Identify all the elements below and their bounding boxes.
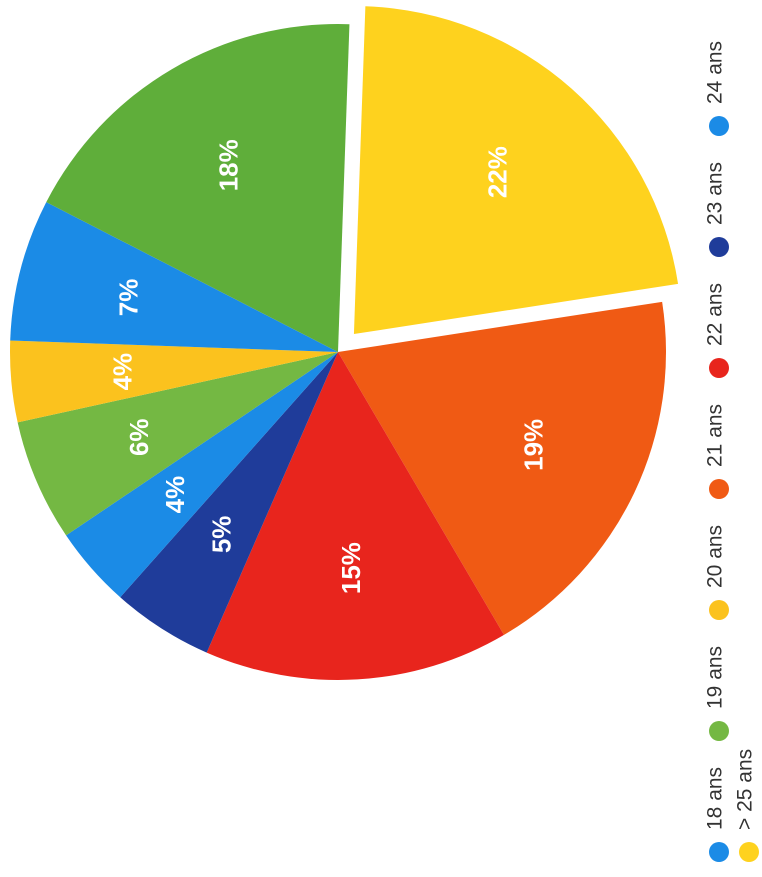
- legend-label-3: 21 ans: [704, 404, 727, 467]
- legend-item-5: 23 ans: [704, 162, 729, 257]
- legend-item-7: > 25 ans: [734, 749, 759, 862]
- legend-label-0: 18 ans: [704, 767, 727, 830]
- pie-slice-8: [46, 23, 350, 352]
- pie: 22%19%15%5%4%6%4%7%18%: [9, 6, 679, 680]
- legend-swatch-3: [709, 479, 729, 499]
- legend-item-1: 19 ans: [704, 646, 729, 741]
- legend-label-7: > 25 ans: [734, 749, 757, 830]
- legend-swatch-1: [709, 721, 729, 741]
- legend-swatch-7: [739, 842, 759, 862]
- legend-label-1: 19 ans: [704, 646, 727, 709]
- legend-label-2: 20 ans: [704, 525, 727, 588]
- slice-label-1: 19%: [519, 419, 549, 471]
- legend: 18 ans 19 ans 20 ans 21 ans 22 ans 23 ans 24 a…: [704, 41, 759, 862]
- legend-swatch-2: [709, 600, 729, 620]
- slice-label-4: 4%: [160, 476, 190, 514]
- slice-label-7: 7%: [114, 279, 144, 317]
- pie-slice-2: [206, 352, 504, 680]
- pie-slice-4: [66, 352, 338, 598]
- legend-item-4: 22 ans: [704, 283, 729, 378]
- legend-swatch-4: [709, 358, 729, 378]
- pie-slice-3: [120, 352, 338, 653]
- slice-label-6: 4%: [107, 353, 137, 391]
- legend-swatch-6: [709, 116, 729, 136]
- legend-label-5: 23 ans: [704, 162, 727, 225]
- slice-label-0: 22%: [483, 146, 513, 198]
- legend-item-6: 24 ans: [704, 41, 729, 136]
- pie-slice-1: [338, 301, 666, 635]
- pie-slice-6: [9, 340, 338, 423]
- slice-label-5: 6%: [124, 418, 154, 456]
- slice-label-8: 18%: [213, 139, 243, 191]
- legend-swatch-5: [709, 237, 729, 257]
- legend-label-6: 24 ans: [704, 41, 727, 104]
- pie-slice-0: [353, 6, 679, 335]
- legend-item-0: 18 ans: [704, 767, 729, 862]
- slice-label-2: 15%: [336, 542, 366, 594]
- legend-item-2: 20 ans: [704, 525, 729, 620]
- legend-label-4: 22 ans: [704, 283, 727, 346]
- legend-item-3: 21 ans: [704, 404, 729, 499]
- slice-label-3: 5%: [206, 516, 236, 554]
- pie-slice-5: [17, 352, 339, 536]
- pie-slice-7: [10, 202, 339, 352]
- legend-swatch-0: [709, 842, 729, 862]
